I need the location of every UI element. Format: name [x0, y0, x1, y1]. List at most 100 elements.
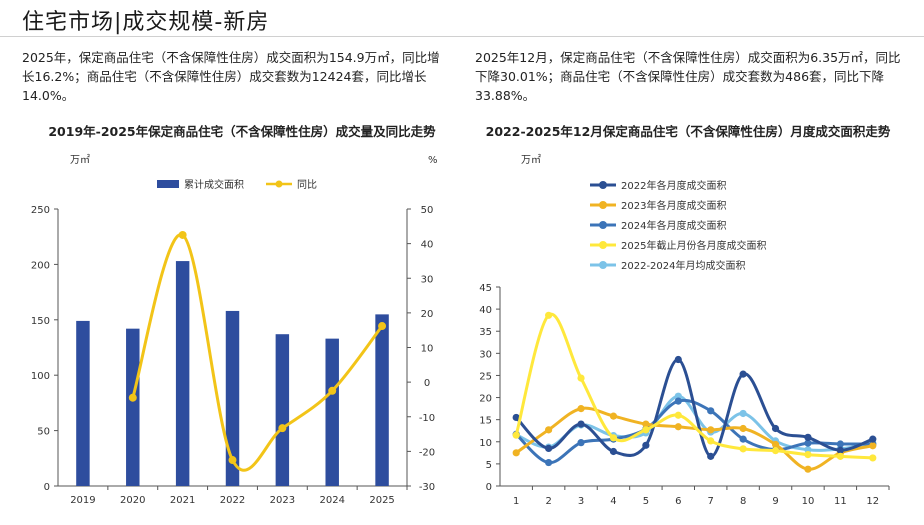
series-2-point-3 — [577, 439, 585, 447]
x-tick-label: 2025 — [369, 495, 394, 506]
bar-2020 — [126, 328, 140, 486]
monthly-y-tick-label: 5 — [486, 460, 492, 471]
title-divider — [0, 36, 924, 37]
right-y-tick-label: 0 — [424, 378, 430, 389]
right-y-tick-label: 10 — [421, 344, 434, 355]
bar-2022 — [225, 310, 240, 486]
monthly-x-tick-label: 9 — [772, 496, 778, 507]
series-3-point-1 — [512, 431, 520, 439]
series-2-point-2 — [545, 458, 553, 467]
legend-label-2: 2024年各月度成交面积 — [621, 219, 726, 232]
bar-2021 — [175, 261, 190, 486]
legend-marker-2 — [599, 221, 607, 229]
summary-left: 2025年，保定商品住宅（不含保障性住房）成交面积为154.9万㎡，同比增长16… — [22, 50, 440, 103]
series-0-point-5 — [642, 441, 650, 449]
x-tick-label: 2023 — [270, 495, 295, 506]
series-line-1 — [515, 406, 874, 471]
left-y-tick-label: 250 — [31, 205, 50, 216]
series-2-point-8 — [739, 435, 747, 443]
series-1-point-1 — [512, 449, 520, 457]
left-axis-unit: 万㎡ — [70, 154, 90, 166]
summary-right: 2025年12月，保定商品住宅（不含保障性住房）成交面积为6.35万㎡，同比下降… — [475, 50, 901, 103]
bar-2024 — [325, 338, 339, 486]
series-0-point-7 — [707, 452, 715, 460]
yoy-point-2020 — [128, 393, 137, 402]
series-3-point-3 — [577, 374, 585, 382]
series-1-point-10 — [804, 465, 812, 473]
series-4-point-8 — [739, 409, 747, 418]
series-0-point-9 — [771, 424, 780, 433]
right-y-tick-label: 50 — [421, 205, 434, 216]
legend-marker-1 — [599, 201, 607, 209]
monthly-y-tick-label: 40 — [479, 305, 492, 316]
legend-label-1: 2023年各月度成交面积 — [621, 199, 726, 212]
x-tick-label: 2020 — [120, 495, 145, 506]
left-y-tick-label: 0 — [44, 482, 50, 493]
monthly-y-tick-label: 20 — [479, 394, 492, 405]
right-y-tick-label: 20 — [421, 309, 434, 320]
monthly-x-tick-label: 8 — [740, 496, 746, 507]
series-1-point-9 — [771, 440, 780, 449]
monthly-axis-unit: 万㎡ — [521, 154, 541, 166]
series-3-point-11 — [836, 452, 844, 460]
x-tick-label: 2019 — [70, 495, 95, 506]
legend-line-label: 同比 — [297, 179, 317, 191]
series-1-point-7 — [707, 426, 715, 434]
monthly-y-tick-label: 10 — [479, 438, 492, 449]
right-axis-unit: % — [428, 155, 438, 166]
right-y-tick-label: -10 — [419, 413, 435, 424]
left-y-tick-label: 200 — [31, 260, 50, 271]
monthly-y-tick-label: 25 — [479, 371, 492, 382]
series-3-point-4 — [609, 434, 618, 442]
series-2-point-6 — [674, 397, 682, 405]
series-3-point-9 — [771, 447, 780, 455]
yoy-point-2024 — [328, 386, 337, 395]
series-line-3 — [514, 312, 873, 460]
right-y-tick-label: -30 — [419, 482, 435, 493]
x-tick-label: 2024 — [319, 495, 344, 506]
series-0-point-10 — [804, 433, 812, 441]
series-3-point-8 — [739, 445, 747, 453]
series-0-point-12 — [869, 435, 877, 443]
monthly-x-tick-label: 4 — [610, 496, 616, 507]
left-y-tick-label: 100 — [31, 371, 50, 382]
right-y-tick-label: 40 — [421, 240, 434, 251]
monthly-x-tick-label: 6 — [675, 496, 681, 507]
series-0-point-4 — [609, 447, 618, 456]
x-tick-label: 2022 — [220, 495, 245, 506]
legend-bar-label: 累计成交面积 — [184, 178, 244, 191]
series-2-point-10 — [804, 439, 812, 447]
right-y-tick-label: 30 — [421, 274, 434, 285]
series-1-point-2 — [545, 426, 553, 434]
series-1-point-12 — [869, 442, 877, 450]
monthly-x-tick-label: 5 — [643, 496, 649, 507]
legend-label-4: 2022-2024年月均成交面积 — [621, 259, 746, 272]
monthly-x-tick-label: 1 — [513, 496, 519, 507]
legend-line-marker — [275, 180, 283, 188]
series-0-point-8 — [739, 370, 747, 378]
monthly-y-tick-label: 35 — [479, 327, 492, 338]
series-1-point-8 — [739, 424, 747, 433]
yoy-point-2025 — [378, 322, 387, 331]
chart-title-monthly: 2022-2025年12月保定商品住宅（不含保障性住房）月度成交面积走势 — [485, 124, 891, 139]
series-1-point-4 — [609, 412, 618, 420]
series-0-point-3 — [577, 420, 585, 428]
series-2-point-7 — [707, 407, 715, 415]
monthly-y-tick-label: 45 — [479, 283, 492, 294]
series-3-point-10 — [804, 451, 812, 459]
monthly-x-tick-label: 12 — [866, 496, 879, 507]
series-1-point-6 — [674, 423, 682, 431]
monthly-x-tick-label: 11 — [834, 496, 847, 507]
monthly-x-tick-label: 2 — [545, 496, 551, 507]
series-0-point-11 — [836, 446, 844, 454]
right-y-tick-label: -20 — [419, 447, 435, 458]
x-tick-label: 2021 — [170, 495, 195, 506]
bar-2025 — [375, 314, 389, 486]
yoy-point-2023 — [278, 424, 287, 433]
legend-bar-swatch — [157, 180, 179, 188]
series-3-point-2 — [545, 311, 553, 319]
series-3-point-12 — [869, 454, 877, 462]
series-1-point-5 — [642, 420, 650, 428]
